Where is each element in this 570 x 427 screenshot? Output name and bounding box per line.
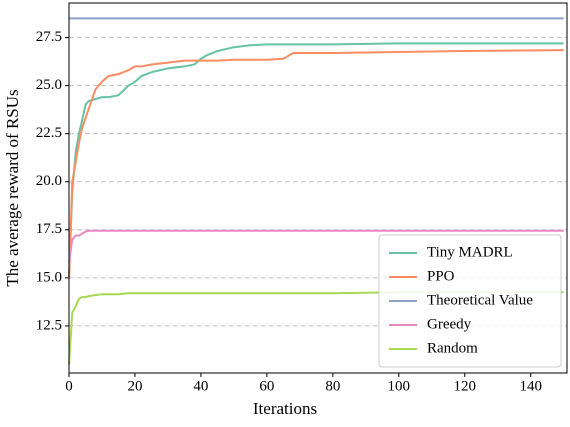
y-tick-label: 25.0 bbox=[36, 77, 62, 93]
y-axis-label: The average reward of RSUs bbox=[3, 89, 22, 286]
x-tick-label: 100 bbox=[388, 378, 411, 394]
x-tick-label: 40 bbox=[193, 378, 208, 394]
legend-box bbox=[378, 234, 562, 368]
plot-frame bbox=[68, 2, 568, 374]
x-tick-label: 120 bbox=[454, 378, 477, 394]
legend-label: Greedy bbox=[427, 316, 472, 332]
series-line bbox=[68, 49, 564, 278]
y-tick-label: 17.5 bbox=[36, 221, 62, 237]
legend-label: Tiny MADRL bbox=[427, 244, 513, 260]
x-tick-label: 80 bbox=[325, 378, 340, 394]
series-line bbox=[68, 42, 564, 278]
legend-label: Theoretical Value bbox=[427, 292, 533, 308]
x-tick-label: 140 bbox=[519, 378, 542, 394]
y-tick-label: 27.5 bbox=[36, 29, 62, 45]
x-tick-label: 0 bbox=[65, 378, 73, 394]
series-line bbox=[68, 291, 564, 365]
x-tick-label: 60 bbox=[259, 378, 274, 394]
legend-label: Random bbox=[427, 340, 478, 356]
series-line bbox=[68, 229, 564, 263]
x-tick-label: 20 bbox=[127, 378, 142, 394]
legend-label: PPO bbox=[427, 268, 455, 284]
x-axis-label: Iterations bbox=[253, 399, 317, 418]
y-tick-label: 20.0 bbox=[36, 173, 62, 189]
y-tick-label: 12.5 bbox=[36, 317, 62, 333]
y-tick-label: 22.5 bbox=[36, 125, 62, 141]
y-tick-label: 15.0 bbox=[36, 269, 62, 285]
